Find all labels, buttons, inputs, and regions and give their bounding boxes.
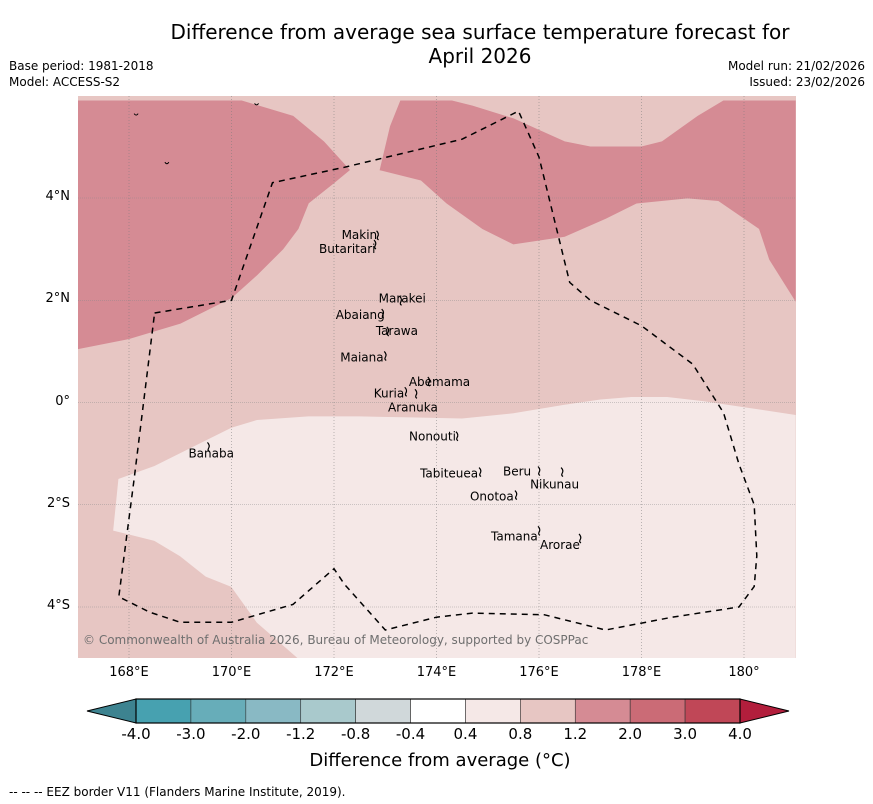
island-tamana: Tamana xyxy=(490,526,540,543)
meta-left: Base period: 1981-2018 Model: ACCESS-S2 xyxy=(9,58,154,90)
colorbar-under-arrow xyxy=(87,699,136,723)
colorbar-tick-label: -0.4 xyxy=(386,725,436,743)
colorbar-title: Difference from average (°C) xyxy=(250,750,630,771)
model-name: Model: ACCESS-S2 xyxy=(9,74,154,90)
island-tabiteuea: Tabiteuea xyxy=(419,467,481,481)
base-period: Base period: 1981-2018 xyxy=(9,58,154,74)
colorbar-bin xyxy=(191,699,246,723)
island-marakei: Marakei xyxy=(379,291,426,305)
longitude-tick-label: 170°E xyxy=(202,665,262,680)
island-label: Marakei xyxy=(379,291,426,305)
colorbar-tick-label: 3.0 xyxy=(660,725,710,743)
longitude-tick-label: 174°E xyxy=(407,665,467,680)
island-label: Aranuka xyxy=(388,400,438,414)
island-label: Onotoa xyxy=(470,490,514,504)
island-label: Maiana xyxy=(340,350,383,364)
island-abaiang: Abaiang xyxy=(336,308,385,322)
latitude-tick-label: 2°S xyxy=(0,496,70,511)
colorbar-bin xyxy=(685,699,740,723)
colorbar-tick-label: -3.0 xyxy=(166,725,216,743)
sst-anomaly-map: MakinButaritari Marakei Abaiang Tarawa Maian… xyxy=(78,96,796,658)
title-line-1: Difference from average sea surface temp… xyxy=(100,20,860,44)
longitude-tick-label: 180° xyxy=(714,665,774,680)
colorbar-tick-label: -1.2 xyxy=(276,725,326,743)
colorbar-bin xyxy=(246,699,301,723)
colorbar-tick-label: -4.0 xyxy=(111,725,161,743)
island-maiana: Maiana xyxy=(340,350,386,364)
colorbar-tick-label: 4.0 xyxy=(715,725,765,743)
island-nonouti: Nonouti xyxy=(409,430,458,444)
colorbar-tick-label: -2.0 xyxy=(221,725,271,743)
island-label: Abemama xyxy=(409,375,470,389)
island-label: Tabiteuea xyxy=(419,467,478,481)
island-label: Tamana xyxy=(490,529,538,543)
island-label: Kuria xyxy=(374,386,405,400)
island-label: Abaiang xyxy=(336,308,385,322)
longitude-tick-label: 178°E xyxy=(612,665,672,680)
island-label: Nonouti xyxy=(409,430,456,444)
latitude-tick-label: 2°N xyxy=(0,291,70,306)
colorbar-tick-label: 2.0 xyxy=(605,725,655,743)
colorbar-tick-label: -0.8 xyxy=(331,725,381,743)
island-label: Beru xyxy=(503,464,531,478)
island-makin: Makin xyxy=(342,228,379,242)
colorbar-tick-label: 1.2 xyxy=(550,725,600,743)
eez-source-note: -- -- -- EEZ border V11 (Flanders Marine… xyxy=(9,785,346,799)
island-butaritari: Butaritari xyxy=(319,240,376,256)
island-onotoa: Onotoa xyxy=(470,490,517,504)
island-label: Butaritari xyxy=(319,242,376,256)
island-tarawa: Tarawa xyxy=(375,324,418,338)
island-label: Makin xyxy=(342,228,378,242)
island-kuria: Kuria xyxy=(374,386,407,400)
colorbar-bin xyxy=(575,699,630,723)
latitude-tick-label: 4°N xyxy=(0,189,70,204)
island-label: Arorae xyxy=(540,538,580,552)
longitude-tick-label: 168°E xyxy=(99,665,159,680)
copyright-notice: © Commonwealth of Australia 2026, Bureau… xyxy=(83,633,588,647)
colorbar-bin xyxy=(520,699,575,723)
island-abemama: Abemama xyxy=(409,375,470,389)
colorbar-bin xyxy=(630,699,685,723)
colorbar-bin xyxy=(136,699,191,723)
longitude-tick-label: 172°E xyxy=(304,665,364,680)
colorbar-tick-label: 0.4 xyxy=(440,725,490,743)
colorbar-bin xyxy=(465,699,520,723)
colorbar xyxy=(86,697,790,725)
model-run: Model run: 21/02/2026 xyxy=(728,58,865,74)
island-label: Tarawa xyxy=(375,324,418,338)
latitude-tick-label: 0° xyxy=(0,394,70,409)
meta-right: Model run: 21/02/2026 Issued: 23/02/2026 xyxy=(728,58,865,90)
colorbar-over-arrow xyxy=(740,699,789,723)
colorbar-bin xyxy=(301,699,356,723)
issued-date: Issued: 23/02/2026 xyxy=(728,74,865,90)
longitude-tick-label: 176°E xyxy=(509,665,569,680)
island-label: Nikunau xyxy=(530,478,579,492)
latitude-tick-label: 4°S xyxy=(0,598,70,613)
colorbar-tick-label: 0.8 xyxy=(495,725,545,743)
colorbar-bin xyxy=(411,699,466,723)
island-label: Banaba xyxy=(188,446,234,460)
colorbar-bin xyxy=(356,699,411,723)
